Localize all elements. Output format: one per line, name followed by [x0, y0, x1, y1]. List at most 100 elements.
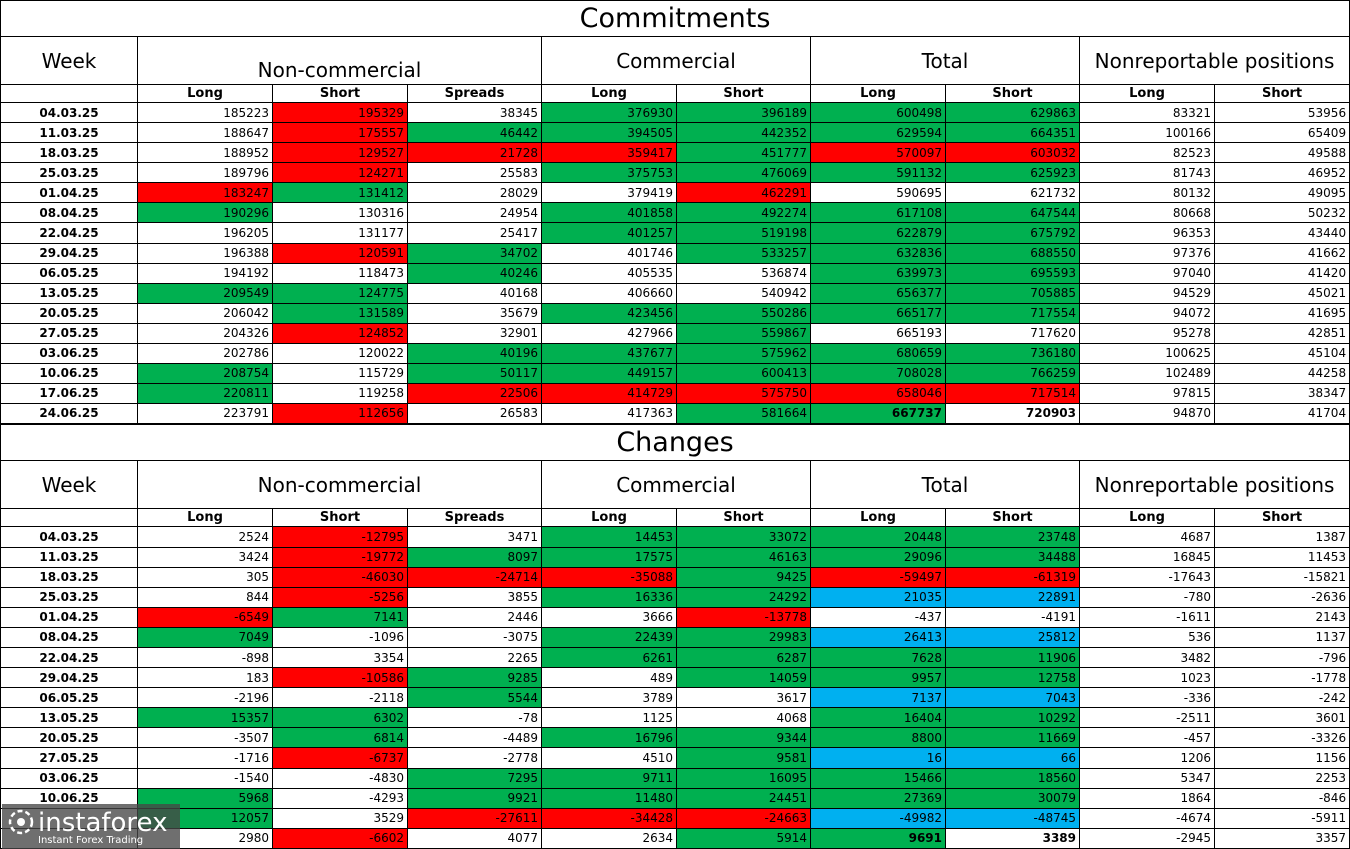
value-cell: 14059: [676, 667, 811, 689]
value-cell: -3507: [137, 727, 273, 749]
value-cell: 708028: [810, 362, 946, 384]
value-cell: 24451: [676, 787, 811, 809]
value-cell: -78: [407, 707, 542, 729]
value-cell: 9344: [676, 727, 811, 749]
group-header: Nonreportable positions: [1078, 36, 1350, 86]
value-cell: 665193: [810, 322, 946, 344]
value-cell: 9711: [541, 767, 677, 789]
value-cell: 688550: [945, 242, 1080, 264]
value-cell: 1206: [1079, 747, 1215, 769]
column-header: Long: [810, 508, 946, 528]
value-cell: 120591: [272, 242, 408, 264]
value-cell: -13778: [676, 606, 811, 628]
week-cell: 03.06.25: [0, 342, 138, 364]
value-cell: 96353: [1079, 222, 1215, 244]
table-row: 12057 3529 -27611 -34428 -24663 -49982 -48745-…: [0, 807, 1350, 829]
value-cell: 15357: [137, 707, 273, 729]
value-cell: 1137: [1213, 626, 1350, 649]
value-cell: 100166: [1079, 122, 1215, 144]
value-cell: 102489: [1079, 362, 1215, 384]
watermark-brand: instaforex: [38, 808, 168, 838]
value-cell: 183: [137, 667, 273, 689]
value-cell: 423456: [541, 302, 677, 324]
value-cell: 28029: [407, 182, 542, 204]
week-cell: 08.04.25: [0, 626, 138, 649]
table-row: 27.05.25 204326 124852 32901 427966 559867 665…: [0, 322, 1350, 344]
value-cell: 625923: [945, 162, 1080, 184]
table-row: 13.05.25 15357 6302 -78 1125 4068 16404 10292 -2…: [0, 707, 1350, 729]
value-cell: 49095: [1213, 182, 1350, 204]
table-row: 17.06.25 220811 119258 22506 414729 575750 658…: [0, 382, 1350, 404]
week-cell: 01.04.25: [0, 182, 138, 204]
value-cell: -34428: [541, 807, 677, 829]
value-cell: 25812: [945, 626, 1080, 649]
value-cell: 27369: [810, 787, 946, 809]
value-cell: 46442: [407, 122, 542, 144]
value-cell: 3354: [272, 647, 408, 669]
value-cell: 119258: [272, 382, 408, 404]
table-row: 18.03.25 188952 129527 21728 359417 451777 570…: [0, 142, 1350, 164]
table-row: 06.05.25 194192 118473 40246 405535 536874 639…: [0, 262, 1350, 284]
value-cell: 6302: [272, 707, 408, 729]
table-row: 25.03.25 844 -5256 3855 16336 24292 21035 22891…: [0, 586, 1350, 608]
value-cell: 196205: [137, 222, 273, 244]
value-cell: 16404: [810, 707, 946, 729]
value-cell: 4510: [541, 747, 677, 769]
week-cell: 10.06.25: [0, 787, 138, 809]
value-cell: 95278: [1079, 322, 1215, 344]
value-cell: 603032: [945, 142, 1080, 164]
value-cell: -10586: [272, 667, 408, 689]
value-cell: 536: [1079, 626, 1215, 649]
value-cell: 34702: [407, 242, 542, 264]
table-row: 22.04.25 -898 3354 2265 6261 6287 7628 11906 348…: [0, 647, 1350, 669]
value-cell: 406660: [541, 282, 677, 304]
value-cell: 451777: [676, 142, 811, 164]
value-cell: -1540: [137, 767, 273, 789]
value-cell: 21035: [810, 586, 946, 608]
week-cell: 01.04.25: [0, 606, 138, 628]
value-cell: 629863: [945, 102, 1080, 124]
week-cell: 22.04.25: [0, 647, 138, 669]
value-cell: 183247: [137, 182, 273, 204]
value-cell: 396189: [676, 102, 811, 124]
value-cell: 41695: [1213, 302, 1350, 324]
value-cell: 17575: [541, 546, 677, 568]
column-header: Spreads: [407, 84, 542, 104]
value-cell: -4191: [945, 606, 1080, 628]
value-cell: 658046: [810, 382, 946, 404]
value-cell: 50117: [407, 362, 542, 384]
week-cell: 29.04.25: [0, 667, 138, 689]
value-cell: 131177: [272, 222, 408, 244]
value-cell: 11669: [945, 727, 1080, 749]
column-header: Long: [1079, 508, 1215, 528]
value-cell: -49982: [810, 807, 946, 829]
value-cell: 82523: [1079, 142, 1215, 164]
value-cell: 206042: [137, 302, 273, 324]
value-cell: 9581: [676, 747, 811, 769]
week-cell: 20.05.25: [0, 727, 138, 749]
value-cell: -3326: [1213, 727, 1350, 749]
value-cell: 3666: [541, 606, 677, 628]
value-cell: -1096: [272, 626, 408, 649]
value-cell: 717620: [945, 322, 1080, 344]
value-cell: 844: [137, 586, 273, 608]
value-cell: 7049: [137, 626, 273, 649]
table-row: 03.06.25 -1540 -4830 7295 9711 16095 15466 1856…: [0, 767, 1350, 789]
value-cell: 7628: [810, 647, 946, 669]
value-cell: 22891: [945, 586, 1080, 608]
value-cell: 53956: [1213, 102, 1350, 124]
value-cell: 94870: [1079, 402, 1215, 425]
value-cell: 9691: [810, 827, 946, 849]
value-cell: 29096: [810, 546, 946, 568]
group-header: Commercial: [541, 460, 811, 510]
value-cell: 97815: [1079, 382, 1215, 404]
value-cell: 7043: [945, 687, 1080, 709]
table-row: 2980 -6602 4077 2634 5914 9691 3389 -2945 3357: [0, 827, 1350, 849]
value-cell: 40246: [407, 262, 542, 284]
value-cell: 1387: [1213, 526, 1350, 548]
value-cell: 401257: [541, 222, 677, 244]
week-cell: 08.04.25: [0, 202, 138, 224]
value-cell: 600498: [810, 102, 946, 124]
value-cell: 204326: [137, 322, 273, 344]
value-cell: -1716: [137, 747, 273, 769]
